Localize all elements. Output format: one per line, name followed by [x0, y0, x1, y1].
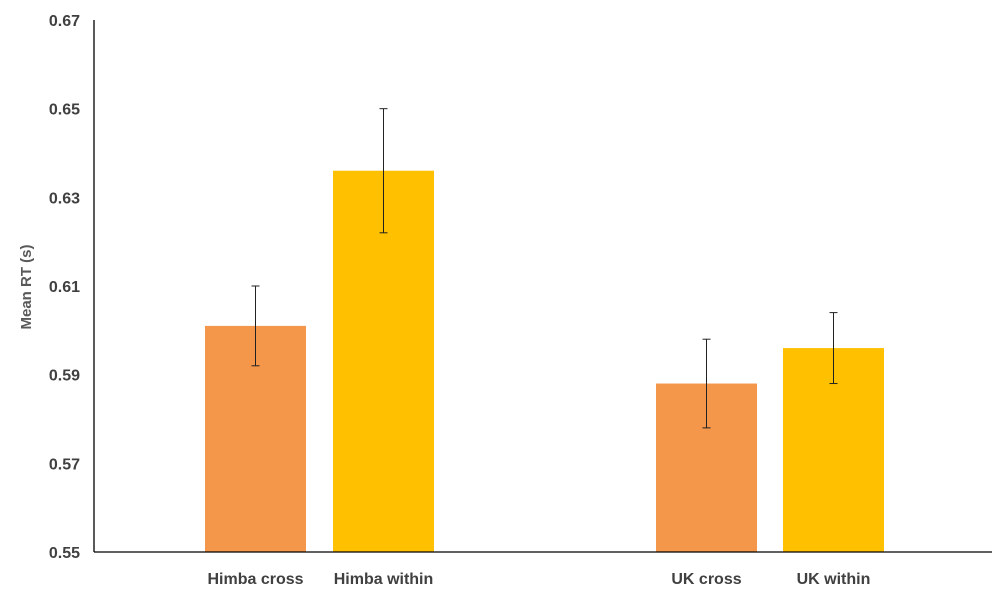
y-tick-label: 0.61	[49, 279, 80, 296]
y-tick-label: 0.57	[49, 456, 80, 473]
y-tick-label: 0.59	[49, 368, 80, 385]
error-bar	[251, 285, 260, 367]
category-labels: Himba cross Himba within UK cross UK within	[207, 571, 870, 588]
y-tick-label: 0.63	[49, 190, 80, 207]
category-label: UK within	[797, 571, 871, 588]
category-label: UK cross	[671, 571, 741, 588]
y-tick-label: 0.65	[49, 102, 80, 119]
bars-group	[205, 170, 884, 552]
y-axis-ticks: 0.55 0.57 0.59 0.61 0.63 0.65 0.67	[49, 13, 80, 562]
y-tick-label: 0.55	[49, 545, 80, 562]
error-bar	[379, 108, 388, 234]
y-axis-title: Mean RT (s)	[18, 244, 35, 329]
bar	[333, 170, 434, 552]
category-label: Himba cross	[207, 571, 303, 588]
error-bar	[829, 312, 838, 385]
error-bars-group	[251, 108, 838, 429]
y-tick-label: 0.67	[49, 13, 80, 30]
error-bar	[702, 338, 711, 429]
category-label: Himba within	[334, 571, 434, 588]
